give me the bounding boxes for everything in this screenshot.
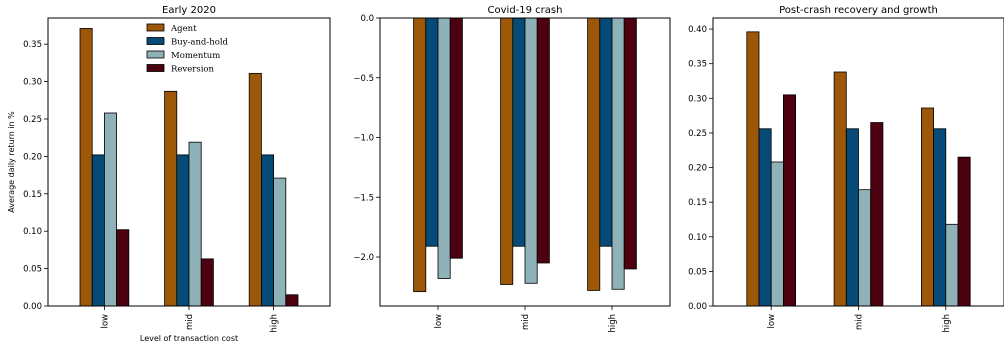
legend: Agent Buy-and-hold Momentum Reversion xyxy=(146,23,229,75)
x-tick-label: mid xyxy=(855,314,865,330)
bar-momentum-low xyxy=(770,161,784,307)
bar-buy-and-hold-low xyxy=(91,154,105,307)
bar-buy-and-hold-high xyxy=(599,17,613,247)
x-tick-label: high xyxy=(270,314,280,333)
bar-momentum-high xyxy=(273,177,287,307)
y-axis-label: Average daily return in % xyxy=(7,111,16,213)
bar-reversion-high xyxy=(957,156,971,307)
y-tick-label: 0.10 xyxy=(688,233,707,243)
plot-frame xyxy=(379,17,671,307)
bar-momentum-high xyxy=(945,223,959,307)
legend-label-buy-and-hold: Buy-and-hold xyxy=(171,38,229,48)
chart-title: Covid-19 crash xyxy=(488,5,563,16)
bar-momentum-mid xyxy=(524,17,538,284)
y-tick-label: 0.05 xyxy=(688,267,707,277)
x-tick-label: mid xyxy=(521,314,531,330)
x-tick-label: high xyxy=(942,314,952,333)
legend-swatch-momentum xyxy=(146,50,165,59)
bar-momentum-mid xyxy=(858,189,872,307)
y-tick-label: 0.20 xyxy=(23,152,42,162)
bar-reversion-low xyxy=(783,94,797,307)
x-axis-label: Level of transaction cost xyxy=(140,334,238,343)
y-tick-label: 0.30 xyxy=(23,78,42,88)
y-tick-label: −0.5 xyxy=(353,74,374,84)
bar-agent-mid xyxy=(500,17,514,285)
y-tick-label: 0.10 xyxy=(23,227,42,237)
y-tick-label: −1.5 xyxy=(353,193,374,203)
y-tick-label: 0.40 xyxy=(688,25,707,35)
legend-swatch-reversion xyxy=(146,64,165,72)
x-tick-label: high xyxy=(608,314,618,333)
legend-label-reversion: Reversion xyxy=(171,65,215,75)
y-tick-label: 0.00 xyxy=(688,302,707,312)
bar-momentum-low xyxy=(437,17,451,279)
bar-reversion-low xyxy=(449,17,463,259)
legend-label-momentum: Momentum xyxy=(171,51,220,61)
chart-title: Early 2020 xyxy=(162,5,216,16)
chart-title: Post-crash recovery and growth xyxy=(779,5,938,16)
y-tick-label: 0.0 xyxy=(360,14,374,24)
bar-agent-low xyxy=(746,31,760,307)
bar-reversion-mid xyxy=(870,122,884,307)
y-tick-label: 0.35 xyxy=(23,40,42,50)
bar-agent-low xyxy=(413,17,427,293)
bar-reversion-high xyxy=(285,294,299,307)
bar-agent-high xyxy=(587,17,601,291)
y-tick-label: 0.05 xyxy=(23,265,42,275)
x-tick-label: low xyxy=(100,314,110,329)
bar-agent-mid xyxy=(833,71,847,307)
y-tick-label: 0.25 xyxy=(688,129,707,139)
bar-agent-high xyxy=(921,107,935,307)
y-tick-label: −2.0 xyxy=(353,253,374,263)
bar-buy-and-hold-low xyxy=(425,17,439,247)
bar-buy-and-hold-mid xyxy=(512,17,526,247)
legend-swatch-buy-and-hold xyxy=(146,37,165,45)
x-tick-label: mid xyxy=(185,314,195,330)
chart-post-crash-recovery: Post-crash recovery and growth low mid hig… xyxy=(688,5,1004,333)
bar-reversion-mid xyxy=(536,17,550,264)
y-tick-label: −1.0 xyxy=(353,134,374,144)
x-tick-label: low xyxy=(767,314,777,329)
bar-reversion-low xyxy=(116,229,130,307)
y-tick-label: 0.00 xyxy=(23,302,42,312)
bar-momentum-mid xyxy=(188,141,202,307)
bar-momentum-high xyxy=(611,17,625,290)
plot-frame xyxy=(712,17,1004,307)
y-tick-label: 0.20 xyxy=(688,164,707,174)
chart-covid-19-crash: Covid-19 crash low mid high 0.0 −0.5 −1.0 −1.5… xyxy=(353,5,671,333)
bar-buy-and-hold-low xyxy=(758,128,772,307)
x-tick-label: low xyxy=(434,314,444,329)
bar-agent-low xyxy=(79,28,93,307)
bar-agent-mid xyxy=(164,90,178,307)
y-tick-label: 0.35 xyxy=(688,60,707,70)
bar-buy-and-hold-high xyxy=(260,154,274,307)
chart-early-2020: Early 2020 Average daily return in % Lev… xyxy=(7,5,331,343)
y-tick-label: 0.15 xyxy=(688,198,707,208)
plot-frame xyxy=(47,17,331,307)
bar-buy-and-hold-high xyxy=(933,128,947,307)
y-tick-label: 0.30 xyxy=(688,94,707,104)
bar-buy-and-hold-mid xyxy=(845,128,859,307)
bar-buy-and-hold-mid xyxy=(176,154,190,307)
legend-label-agent: Agent xyxy=(170,24,197,34)
bar-reversion-mid xyxy=(200,258,214,307)
y-tick-label: 0.15 xyxy=(23,190,42,200)
bar-reversion-high xyxy=(623,17,637,270)
bar-momentum-low xyxy=(104,112,118,307)
bar-agent-high xyxy=(248,72,262,307)
y-tick-label: 0.25 xyxy=(23,115,42,125)
legend-swatch-agent xyxy=(146,23,165,32)
